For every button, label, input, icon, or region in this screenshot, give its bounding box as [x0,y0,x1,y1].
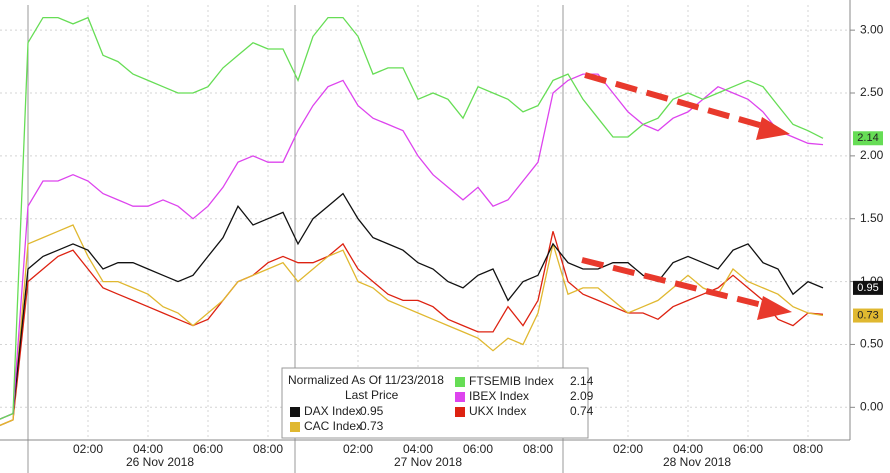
series-line [0,231,824,427]
legend-subtitle: Last Price [345,388,399,402]
series-line [0,192,824,420]
price-tag-label: 2.14 [857,132,878,144]
legend-label: UKX Index [469,404,526,418]
y-tick-label: 0.50 [860,337,884,351]
x-tick-label: 02:00 [613,442,643,456]
arrows [581,72,792,320]
legend-swatch [455,407,465,417]
price-tag-label: 0.95 [857,282,878,294]
legend-value: 0.73 [360,419,384,433]
lines [0,16,824,427]
series-line [0,16,824,420]
arrow [584,72,771,131]
price-tag [853,308,883,323]
x-tick-label: 08:00 [253,442,283,456]
legend-value: 0.95 [360,404,384,418]
y-tick-label: 1.50 [860,211,884,225]
series-line [0,224,824,427]
arrow-head [756,117,790,140]
date-label: 27 Nov 2018 [394,455,462,469]
y-tick-label: 2.50 [860,85,884,99]
legend-box [281,367,589,439]
x-tick-label: 08:00 [793,442,823,456]
legend-value: 2.14 [570,374,594,388]
x-tick-label: 08:00 [523,442,553,456]
arrow-head [757,296,792,320]
legend-swatch [290,422,300,432]
price-tag [853,280,883,295]
date-label: 28 Nov 2018 [663,455,731,469]
legend-swatch [455,392,465,402]
legend-label: FTSEMIB Index [469,374,554,388]
x-tick-label: 04:00 [133,442,163,456]
y-tick-label: 3.00 [860,22,884,36]
legend-title: Normalized As Of 11/23/2018 [288,373,444,387]
grid [0,5,850,440]
x-tick-label: 06:00 [733,442,763,456]
x-tick-label: 06:00 [193,442,223,456]
x-tick-label: 02:00 [73,442,103,456]
legend-label: CAC Index [304,419,362,433]
x-tick-label: 06:00 [463,442,493,456]
x-tick-label: 02:00 [343,442,373,456]
y-tick-label: 0.00 [860,399,884,413]
series-line [0,73,824,420]
date-label: 26 Nov 2018 [126,455,194,469]
legend: Normalized As Of 11/23/2018 Last Price [281,367,589,439]
price-tag [853,131,883,146]
x-tick-label: 04:00 [403,442,433,456]
y-tick-label: 2.00 [860,148,884,162]
legend-items: FTSEMIB Index 2.14 IBEX Index 2.09 DAX Index… [290,374,594,433]
arrow [581,257,771,310]
legend-value: 0.74 [570,404,594,418]
legend-label: IBEX Index [469,389,529,403]
x-tick-label: 04:00 [673,442,703,456]
legend-swatch [290,407,300,417]
price-tag-label: 0.73 [857,309,878,321]
legend-label: DAX Index [304,404,361,418]
legend-value: 2.09 [570,389,594,403]
legend-swatch [455,377,465,387]
